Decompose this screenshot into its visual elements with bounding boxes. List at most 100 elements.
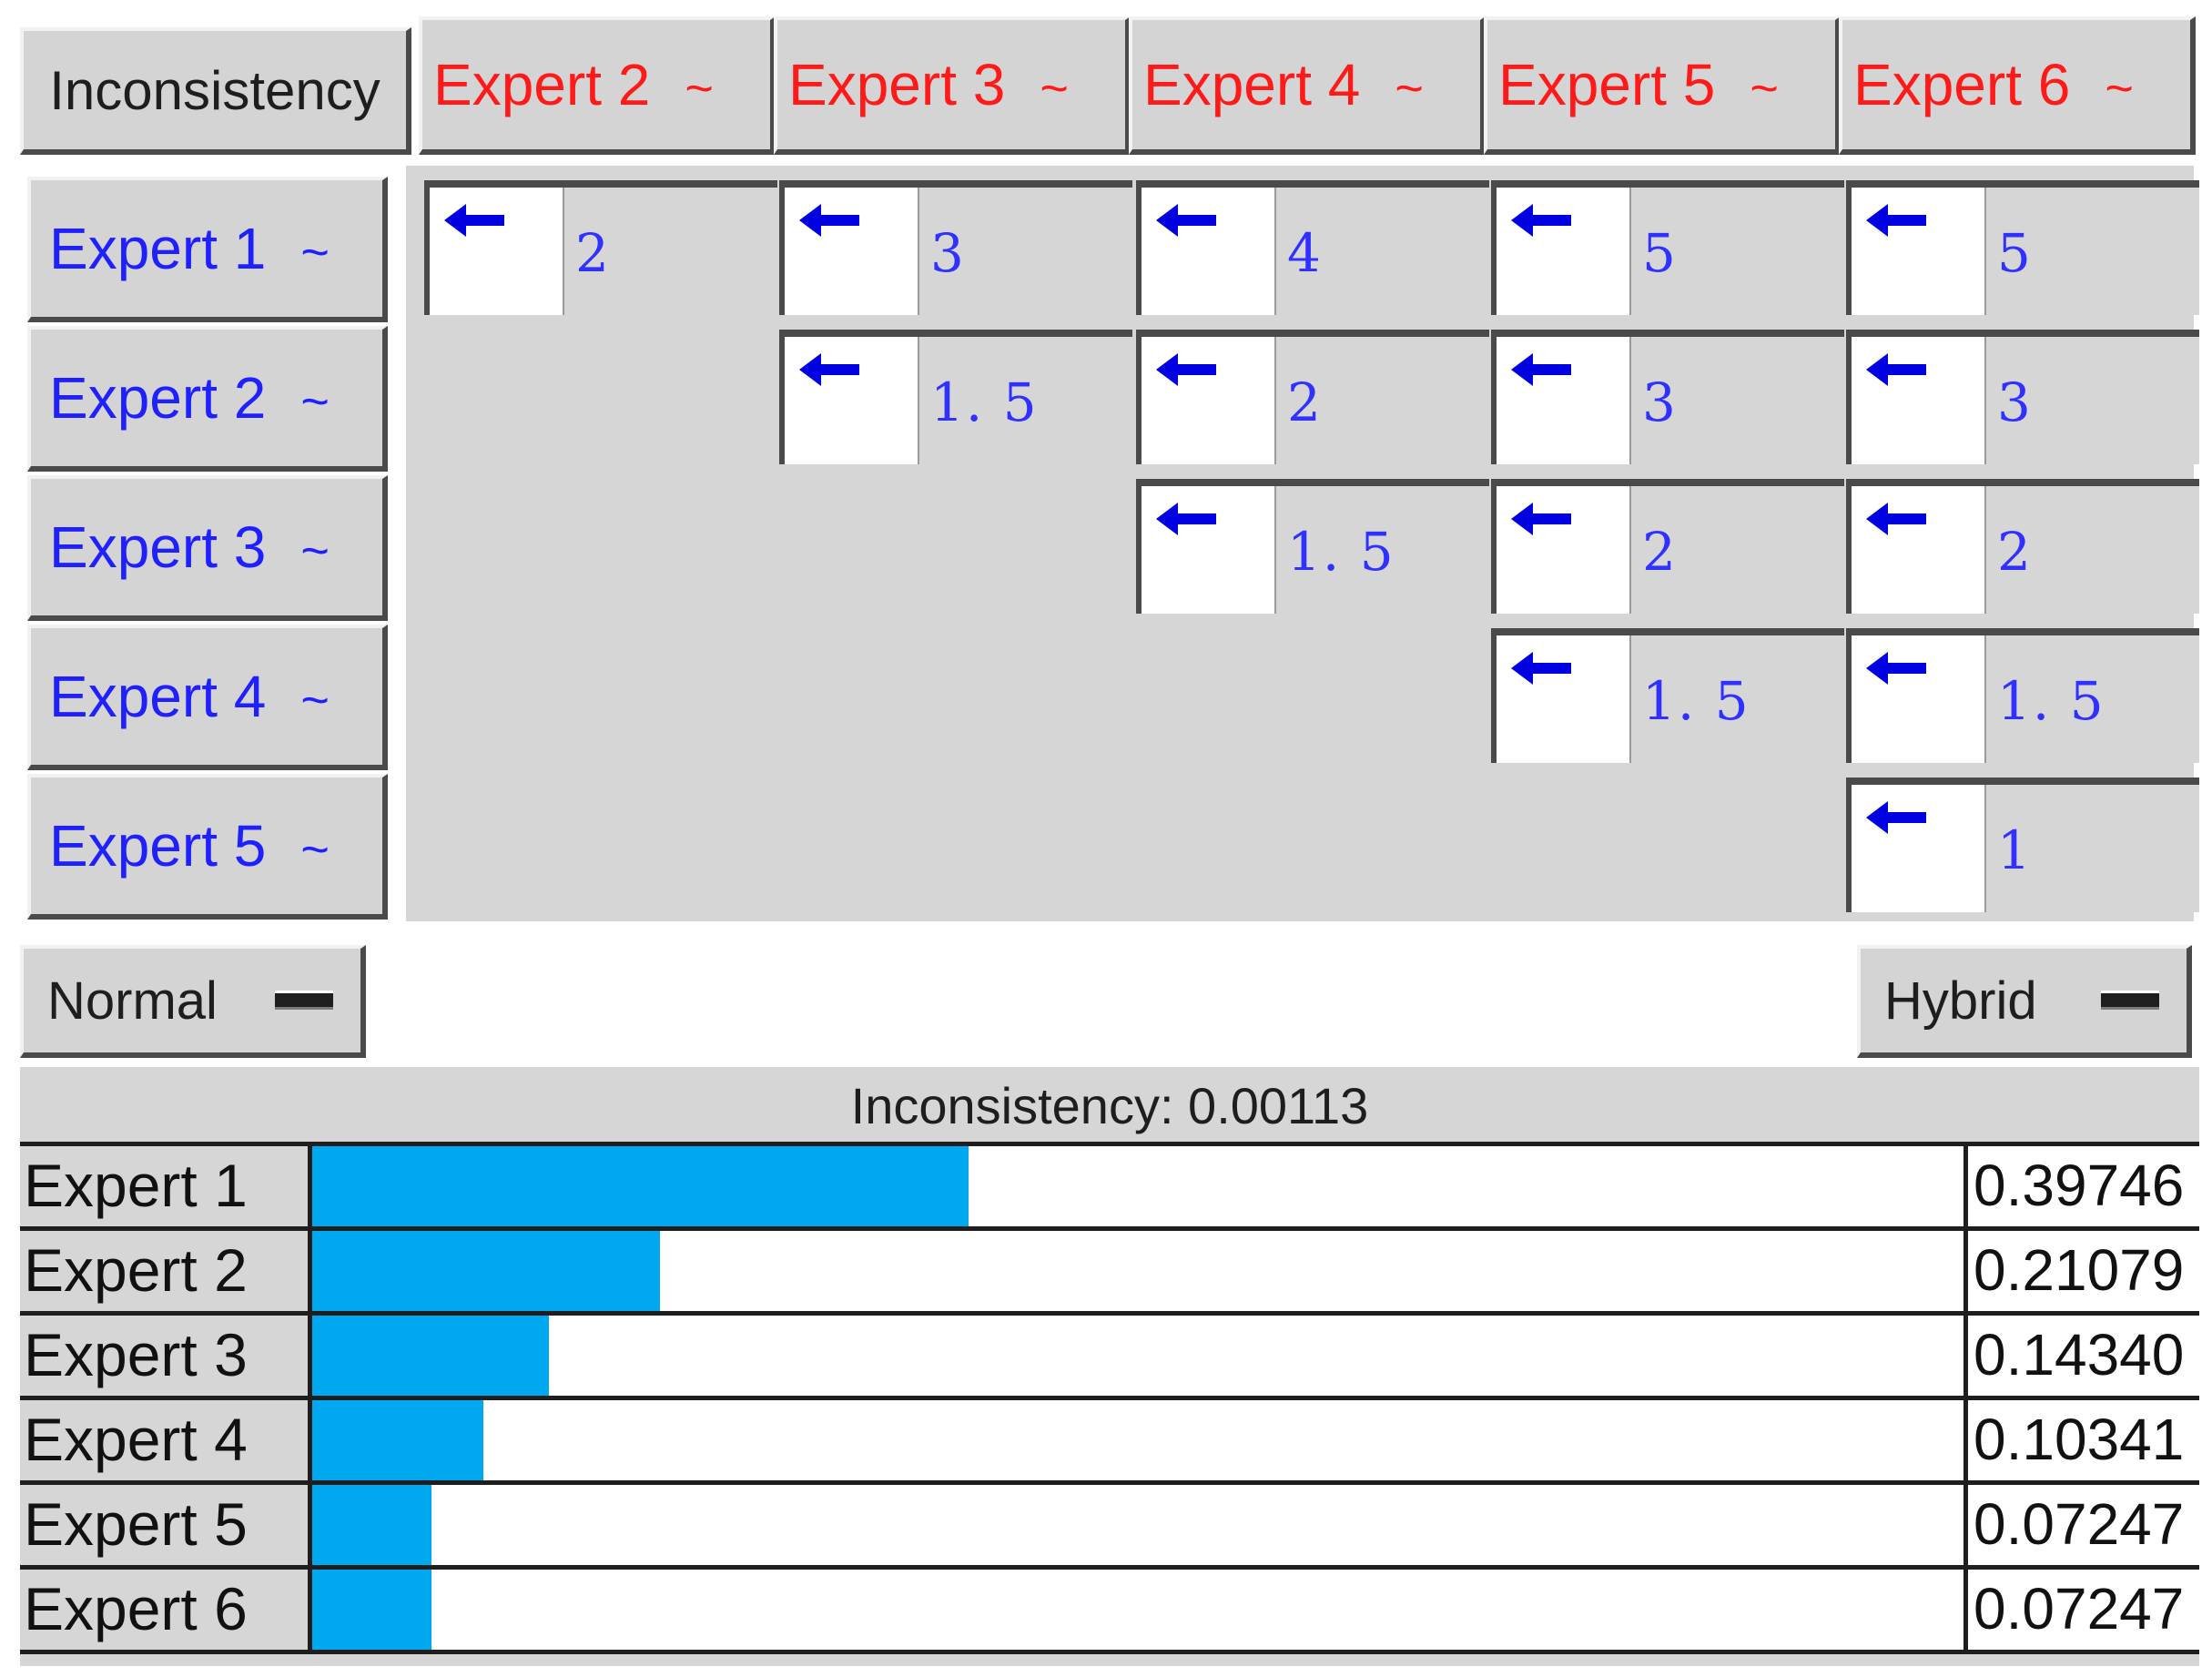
direction-toggle[interactable] <box>1497 188 1631 315</box>
results-panel: Inconsistency: 0.00113 Expert 1 0.39746 Ex… <box>20 1067 2199 1666</box>
direction-toggle[interactable] <box>1142 188 1276 315</box>
weight-row-label: Expert 1 <box>20 1146 308 1227</box>
direction-toggle[interactable] <box>1852 188 1986 315</box>
divider <box>20 1650 2199 1654</box>
row-header-expert[interactable]: Expert 5 ~ <box>27 774 388 920</box>
column-header-expert[interactable]: Expert 2 ~ <box>419 16 776 155</box>
weight-row-value: 0.14340 <box>1968 1316 2199 1397</box>
comparison-value: 1. 5 <box>1642 670 1750 732</box>
row-header-expert[interactable]: Expert 4 ~ <box>27 625 388 770</box>
arrow-left-icon <box>1156 204 1216 237</box>
inconsistency-button[interactable]: Inconsistency <box>20 27 411 155</box>
comparison-cell[interactable]: 2 <box>424 180 777 315</box>
normalization-dropdown[interactable]: Normal <box>20 945 366 1058</box>
comparison-cell[interactable]: 1. 5 <box>779 330 1132 464</box>
column-header-expert[interactable]: Expert 6 ~ <box>1839 16 2196 155</box>
tilde-icon: ~ <box>2105 61 2134 116</box>
comparison-value: 5 <box>1642 222 1678 284</box>
comparison-value: 1. 5 <box>1287 521 1395 583</box>
weight-bar-fill <box>312 1400 483 1481</box>
direction-toggle[interactable] <box>1852 635 1986 763</box>
direction-toggle[interactable] <box>1497 486 1631 614</box>
tilde-icon: ~ <box>685 61 714 116</box>
weight-row-value: 0.21079 <box>1968 1231 2199 1312</box>
tilde-icon: ~ <box>1750 61 1779 116</box>
comparison-value: 3 <box>930 222 966 284</box>
tilde-icon: ~ <box>300 225 330 280</box>
arrow-left-icon <box>444 204 504 237</box>
direction-toggle[interactable] <box>1497 635 1631 763</box>
comparison-cell[interactable]: 3 <box>779 180 1132 315</box>
row-header-expert[interactable]: Expert 1 ~ <box>27 177 388 322</box>
row-header-label: Expert 4 <box>49 664 267 729</box>
weight-row-label: Expert 4 <box>20 1400 308 1481</box>
comparison-value: 1. 5 <box>930 371 1039 433</box>
comparison-value: 2 <box>1642 521 1678 583</box>
comparison-cell[interactable]: 2 <box>1846 479 2199 614</box>
arrow-left-icon <box>1156 353 1216 386</box>
weight-row: Expert 4 0.10341 <box>20 1396 2199 1481</box>
column-header-label: Expert 5 <box>1498 52 1716 117</box>
direction-toggle[interactable] <box>1852 486 1986 614</box>
comparison-value: 2 <box>1997 521 2033 583</box>
comparison-cell[interactable]: 2 <box>1136 330 1489 464</box>
weight-bar-track <box>308 1316 1968 1397</box>
weight-bar-fill <box>312 1316 550 1397</box>
weight-bar-track <box>308 1231 1968 1312</box>
column-header-expert[interactable]: Expert 3 ~ <box>774 16 1131 155</box>
comparison-cell[interactable]: 1. 5 <box>1136 479 1489 614</box>
column-header-label: Expert 2 <box>433 52 651 117</box>
comparison-value: 5 <box>1997 222 2033 284</box>
direction-toggle[interactable] <box>785 337 919 464</box>
weight-bar-track <box>308 1146 1968 1227</box>
comparison-value: 1. 5 <box>1997 670 2105 732</box>
comparison-cell[interactable]: 4 <box>1136 180 1489 315</box>
weight-bar-fill <box>312 1485 432 1566</box>
comparison-cell[interactable]: 5 <box>1846 180 2199 315</box>
direction-toggle[interactable] <box>785 188 919 315</box>
method-dropdown[interactable]: Hybrid <box>1857 945 2192 1058</box>
comparison-cell[interactable]: 3 <box>1491 330 1844 464</box>
arrow-left-icon <box>1866 652 1926 685</box>
arrow-left-icon <box>1511 353 1571 386</box>
weight-row-value: 0.07247 <box>1968 1570 2199 1651</box>
arrow-left-icon <box>799 353 859 386</box>
inconsistency-readout: Inconsistency: 0.00113 <box>850 1077 1369 1134</box>
tilde-icon: ~ <box>300 374 330 429</box>
tilde-icon: ~ <box>300 822 330 877</box>
normalization-dropdown-value: Normal <box>47 971 218 1031</box>
row-header-label: Expert 3 <box>49 514 267 580</box>
direction-toggle[interactable] <box>1142 486 1276 614</box>
inconsistency-button-label: Inconsistency <box>49 59 381 121</box>
comparison-value: 3 <box>1997 371 2033 433</box>
weight-row: Expert 1 0.39746 <box>20 1142 2199 1227</box>
weight-row-label: Expert 6 <box>20 1570 308 1651</box>
row-header-expert[interactable]: Expert 2 ~ <box>27 326 388 472</box>
comparison-cell[interactable]: 1 <box>1846 778 2199 912</box>
row-header-label: Expert 5 <box>49 813 267 879</box>
comparison-cell[interactable]: 3 <box>1846 330 2199 464</box>
column-header-expert[interactable]: Expert 4 ~ <box>1129 16 1486 155</box>
direction-toggle[interactable] <box>1142 337 1276 464</box>
column-header-expert[interactable]: Expert 5 ~ <box>1484 16 1841 155</box>
comparison-value: 4 <box>1287 222 1323 284</box>
weight-bar-fill <box>312 1570 432 1651</box>
comparison-cell[interactable]: 1. 5 <box>1491 628 1844 763</box>
column-header-label: Expert 6 <box>1853 52 2071 117</box>
arrow-left-icon <box>1511 652 1571 685</box>
weight-row-label: Expert 5 <box>20 1485 308 1566</box>
weight-row-value: 0.10341 <box>1968 1400 2199 1481</box>
direction-toggle[interactable] <box>1497 337 1631 464</box>
dropdown-indicator-icon <box>275 991 333 1007</box>
comparison-cell[interactable]: 2 <box>1491 479 1844 614</box>
weight-row-value: 0.07247 <box>1968 1485 2199 1566</box>
comparison-cell[interactable]: 5 <box>1491 180 1844 315</box>
row-header-expert[interactable]: Expert 3 ~ <box>27 475 388 621</box>
comparison-cell[interactable]: 1. 5 <box>1846 628 2199 763</box>
arrow-left-icon <box>1866 204 1926 237</box>
direction-toggle[interactable] <box>1852 337 1986 464</box>
column-header-label: Expert 3 <box>788 52 1006 117</box>
direction-toggle[interactable] <box>1852 785 1986 912</box>
direction-toggle[interactable] <box>430 188 564 315</box>
weight-bar-track <box>308 1485 1968 1566</box>
